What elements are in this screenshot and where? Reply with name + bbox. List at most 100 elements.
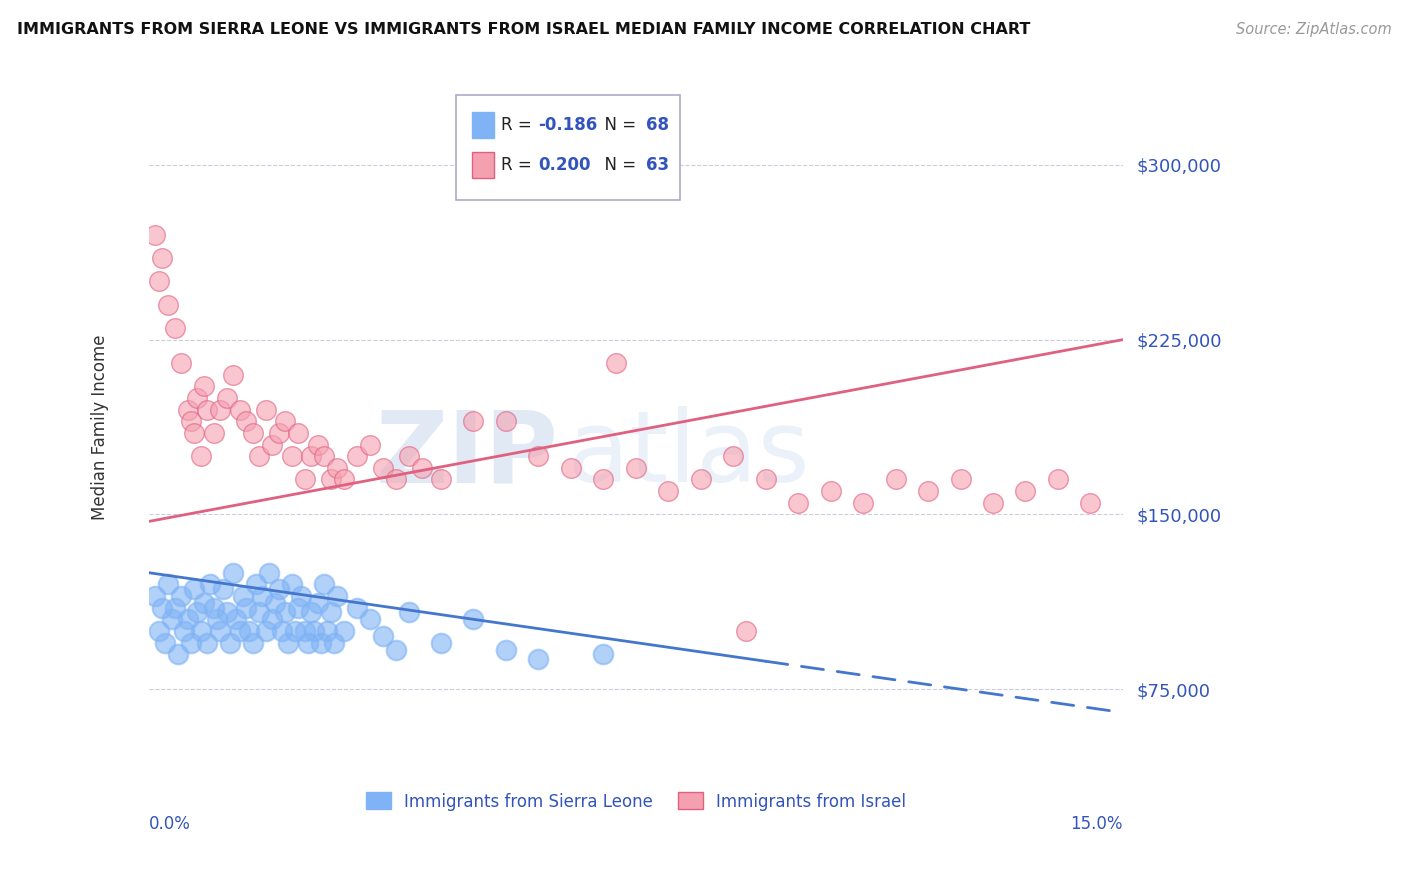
Point (949, 473, 972, 487)
Point (430, 635, 453, 649)
FancyBboxPatch shape (472, 152, 494, 178)
Point (287, 425, 309, 440)
Point (247, 449, 270, 463)
Point (371, 460, 394, 475)
Point (495, 414, 517, 428)
Point (264, 596, 287, 610)
Point (209, 624, 232, 638)
Point (190, 624, 212, 638)
Point (202, 600, 225, 615)
Point (209, 402, 232, 417)
Text: -0.186: -0.186 (538, 116, 598, 134)
Point (186, 391, 208, 405)
Point (280, 449, 302, 463)
Point (254, 624, 277, 638)
Point (222, 368, 245, 382)
Point (307, 437, 329, 451)
Point (787, 496, 810, 510)
Point (430, 473, 453, 487)
Point (262, 612, 284, 626)
Point (242, 635, 264, 649)
Point (167, 647, 190, 661)
Point (294, 473, 316, 487)
Text: N =: N = (593, 156, 641, 174)
Point (173, 624, 195, 638)
Point (219, 635, 242, 649)
Point (257, 566, 280, 580)
Point (150, 251, 173, 265)
Text: 63: 63 (645, 156, 669, 174)
Point (228, 402, 250, 417)
Point (195, 635, 218, 649)
Point (235, 600, 257, 615)
Point (1014, 484, 1036, 499)
Text: 0.200: 0.200 (538, 156, 591, 174)
Point (371, 629, 394, 643)
Point (180, 414, 202, 428)
Point (319, 473, 342, 487)
Point (222, 566, 245, 580)
Point (245, 577, 267, 591)
Point (1080, 496, 1102, 510)
Text: ZIP: ZIP (375, 407, 558, 503)
Point (723, 449, 745, 463)
Point (148, 274, 170, 288)
Point (183, 425, 205, 440)
Point (299, 605, 322, 619)
Point (359, 437, 381, 451)
Point (346, 449, 368, 463)
Text: Median Family Income: Median Family Income (91, 334, 110, 520)
FancyBboxPatch shape (456, 95, 679, 200)
Point (143, 227, 166, 242)
FancyBboxPatch shape (472, 112, 494, 138)
Point (284, 624, 307, 638)
Point (163, 600, 186, 615)
Point (527, 449, 550, 463)
Point (319, 605, 342, 619)
Text: atlas: atlas (568, 407, 810, 503)
Point (238, 624, 260, 638)
Point (193, 379, 215, 393)
Point (148, 624, 170, 638)
Point (254, 402, 277, 417)
Point (398, 449, 420, 463)
Point (170, 589, 193, 603)
Point (290, 589, 312, 603)
Point (242, 425, 264, 440)
Point (267, 582, 290, 596)
Point (735, 624, 758, 638)
Point (280, 577, 302, 591)
Point (228, 624, 250, 638)
Point (326, 460, 349, 475)
Point (527, 652, 550, 666)
Point (150, 600, 173, 615)
Point (605, 356, 627, 370)
Point (314, 577, 336, 591)
Text: N =: N = (593, 116, 641, 134)
Point (332, 473, 354, 487)
Point (277, 635, 299, 649)
Point (235, 414, 257, 428)
Point (820, 484, 842, 499)
Point (359, 612, 381, 626)
Point (183, 582, 205, 596)
Point (592, 647, 614, 661)
Text: 0.0%: 0.0% (149, 815, 191, 833)
Point (322, 635, 344, 649)
Point (153, 635, 176, 649)
Point (247, 605, 270, 619)
Text: 68: 68 (645, 116, 669, 134)
Point (314, 449, 336, 463)
Point (332, 624, 354, 638)
Point (309, 635, 332, 649)
Text: IMMIGRANTS FROM SIERRA LEONE VS IMMIGRANTS FROM ISRAEL MEDIAN FAMILY INCOME CORR: IMMIGRANTS FROM SIERRA LEONE VS IMMIGRAN… (17, 22, 1031, 37)
Point (180, 635, 202, 649)
Point (157, 577, 180, 591)
Point (212, 582, 235, 596)
Point (157, 298, 180, 312)
Point (160, 612, 183, 626)
Text: R =: R = (502, 116, 537, 134)
Legend: Immigrants from Sierra Leone, Immigrants from Israel: Immigrants from Sierra Leone, Immigrants… (359, 786, 912, 817)
Point (232, 589, 254, 603)
Point (225, 612, 247, 626)
